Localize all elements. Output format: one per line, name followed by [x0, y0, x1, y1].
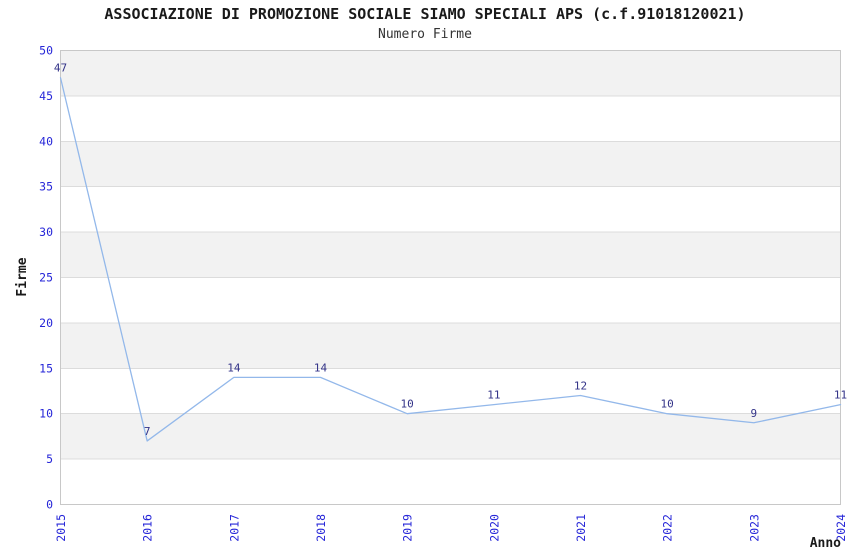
y-tick-label: 35	[39, 180, 53, 194]
background-bands	[60, 50, 841, 460]
y-tick-label: 5	[46, 452, 53, 466]
data-point-label: 12	[574, 380, 587, 393]
x-tick-label: 2016	[141, 514, 155, 542]
y-tick-label: 50	[39, 44, 53, 58]
shaded-band	[60, 232, 841, 278]
data-point-label: 7	[144, 425, 151, 438]
data-line	[59, 77, 842, 442]
data-point-label: 47	[54, 62, 67, 75]
chart-subtitle: Numero Firme	[378, 27, 472, 42]
y-tick-label: 10	[39, 407, 53, 421]
data-point-label: 10	[401, 398, 414, 411]
x-tick-label: 2022	[661, 514, 675, 542]
data-point-labels: 47 7 14 14 10 11 12 10 9 11	[54, 62, 847, 438]
shaded-band	[60, 141, 841, 187]
y-axis-title: Firme	[15, 257, 30, 296]
y-tick-label: 15	[39, 361, 53, 375]
x-tick-label: 2024	[834, 514, 848, 542]
y-axis-tick-labels: 0 5 10 15 20 25 30 35 40 45 50	[39, 44, 53, 512]
y-tick-label: 25	[39, 271, 53, 285]
shaded-band	[60, 322, 841, 369]
plot-border	[60, 50, 841, 505]
x-tick-label: 2020	[487, 514, 501, 542]
x-tick-label: 2021	[574, 514, 588, 542]
x-axis-tick-labels: 2015 2016 2017 2018 2019 2020 2021 2022 2023 2024	[54, 514, 848, 542]
x-tick-label: 2015	[54, 514, 68, 542]
data-point-label: 11	[834, 389, 847, 402]
x-tick-label: 2018	[314, 514, 328, 542]
x-tick-label: 2019	[401, 514, 415, 542]
x-axis-title: Anno	[810, 536, 841, 550]
data-point-label: 11	[487, 389, 500, 402]
shaded-band	[60, 50, 841, 96]
y-tick-label: 45	[39, 89, 53, 103]
data-point-label: 9	[751, 407, 758, 420]
data-point-label: 14	[227, 361, 241, 374]
y-tick-label: 40	[39, 134, 53, 148]
shaded-band	[60, 413, 841, 460]
x-tick-label: 2017	[227, 514, 241, 542]
chart-title: ASSOCIAZIONE DI PROMOZIONE SOCIALE SIAMO…	[104, 5, 746, 23]
y-tick-label: 20	[39, 316, 53, 330]
data-point-label: 14	[314, 361, 328, 374]
y-tick-label: 0	[46, 498, 53, 512]
x-tick-label: 2023	[747, 514, 761, 542]
y-tick-label: 30	[39, 225, 53, 239]
data-point-label: 10	[661, 398, 674, 411]
gridlines	[60, 95, 841, 460]
